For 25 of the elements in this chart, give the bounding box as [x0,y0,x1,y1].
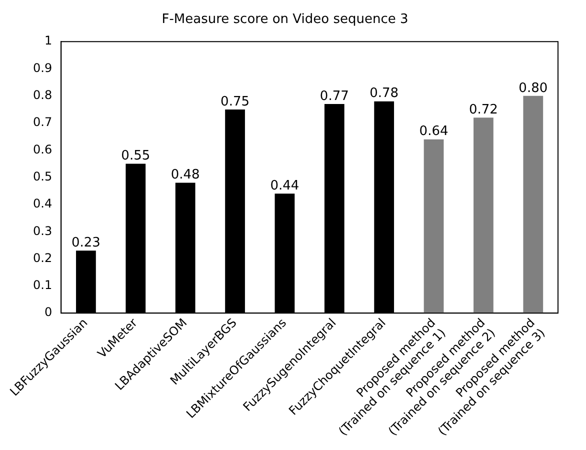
y-tick-label: 0 [44,305,52,320]
y-tick-label: 0.1 [33,278,52,292]
y-tick-label: 0.7 [33,115,52,130]
bar [424,139,444,314]
data-label: 0.44 [270,178,300,194]
data-label: 0.23 [71,236,100,251]
y-tick-label: 0.6 [33,142,52,156]
data-label: 0.78 [370,86,399,102]
data-label: 0.64 [419,124,448,140]
y-tick-label: 0.4 [33,196,52,211]
y-tick-label: 1 [44,34,52,48]
data-label: 0.77 [320,88,349,104]
bar [474,118,494,314]
data-label: 0.80 [518,80,548,96]
y-tick-label: 0.2 [33,250,52,265]
y-tick-label: 0.5 [33,169,52,184]
data-label: 0.75 [220,94,250,110]
y-tick-label: 0.8 [33,88,52,102]
y-tick-label: 0.9 [33,60,52,75]
data-label: 0.48 [170,168,200,183]
chart-title: F-Measure score on Video sequence 3 [162,12,408,28]
y-tick-label: 0.3 [33,224,52,238]
data-label: 0.55 [121,148,150,164]
data-label: 0.72 [468,102,498,118]
bar [523,96,544,314]
